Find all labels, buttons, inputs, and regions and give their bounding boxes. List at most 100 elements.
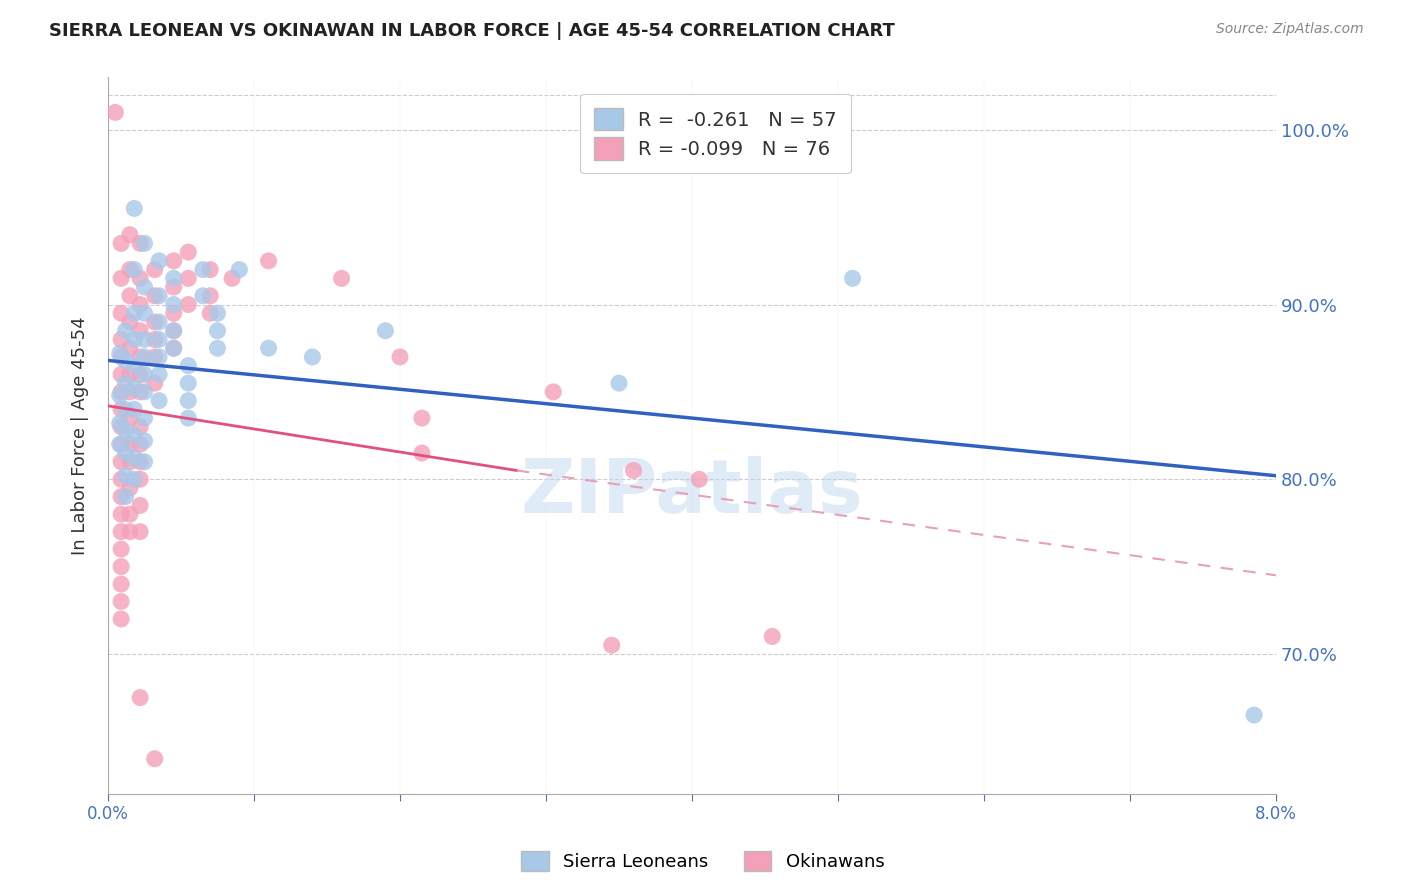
Point — [607, 376, 630, 391]
Point — [114, 353, 136, 368]
Point — [163, 297, 186, 311]
Point — [118, 481, 141, 495]
Point — [110, 368, 132, 382]
Point — [191, 289, 214, 303]
Point — [191, 262, 214, 277]
Point — [177, 271, 200, 285]
Point — [134, 306, 156, 320]
Point — [163, 253, 186, 268]
Point — [207, 306, 229, 320]
Point — [163, 341, 186, 355]
Point — [177, 393, 200, 408]
Point — [134, 368, 156, 382]
Point — [110, 577, 132, 591]
Point — [110, 402, 132, 417]
Point — [110, 559, 132, 574]
Point — [207, 324, 229, 338]
Point — [177, 245, 200, 260]
Point — [143, 262, 166, 277]
Point — [122, 306, 145, 320]
Point — [110, 420, 132, 434]
Point — [543, 384, 565, 399]
Point — [129, 499, 152, 513]
Point — [122, 472, 145, 486]
Point — [118, 437, 141, 451]
Point — [228, 262, 250, 277]
Point — [110, 507, 132, 521]
Point — [143, 333, 166, 347]
Point — [122, 333, 145, 347]
Point — [110, 271, 132, 285]
Point — [163, 324, 186, 338]
Point — [122, 262, 145, 277]
Point — [257, 341, 280, 355]
Point — [114, 446, 136, 460]
Y-axis label: In Labor Force | Age 45-54: In Labor Force | Age 45-54 — [72, 317, 89, 555]
Point — [301, 350, 323, 364]
Point — [257, 253, 280, 268]
Point — [330, 271, 353, 285]
Point — [118, 384, 141, 399]
Point — [118, 341, 141, 355]
Point — [114, 468, 136, 483]
Point — [129, 297, 152, 311]
Point — [134, 384, 156, 399]
Point — [110, 594, 132, 608]
Point — [163, 271, 186, 285]
Point — [104, 105, 127, 120]
Point — [118, 289, 141, 303]
Point — [122, 381, 145, 395]
Point — [177, 359, 200, 373]
Point — [129, 350, 152, 364]
Text: ZIPatlas: ZIPatlas — [520, 457, 863, 529]
Point — [129, 472, 152, 486]
Point — [134, 280, 156, 294]
Point — [110, 333, 132, 347]
Point — [129, 437, 152, 451]
Point — [163, 306, 186, 320]
Point — [163, 280, 186, 294]
Point — [110, 612, 132, 626]
Point — [118, 507, 141, 521]
Point — [110, 437, 132, 451]
Point — [148, 350, 170, 364]
Point — [841, 271, 863, 285]
Point — [207, 341, 229, 355]
Point — [143, 315, 166, 329]
Point — [163, 341, 186, 355]
Point — [129, 324, 152, 338]
Point — [177, 297, 200, 311]
Point — [108, 388, 131, 402]
Text: Source: ZipAtlas.com: Source: ZipAtlas.com — [1216, 22, 1364, 37]
Point — [411, 446, 433, 460]
Point — [122, 451, 145, 466]
Point — [134, 455, 156, 469]
Point — [388, 350, 411, 364]
Point — [122, 402, 145, 417]
Point — [114, 423, 136, 437]
Point — [118, 227, 141, 242]
Point — [110, 236, 132, 251]
Point — [122, 202, 145, 216]
Point — [134, 434, 156, 448]
Point — [129, 420, 152, 434]
Point — [221, 271, 243, 285]
Point — [134, 411, 156, 425]
Point — [108, 346, 131, 360]
Point — [118, 411, 141, 425]
Point — [761, 630, 783, 644]
Point — [198, 289, 221, 303]
Point — [110, 490, 132, 504]
Text: SIERRA LEONEAN VS OKINAWAN IN LABOR FORCE | AGE 45-54 CORRELATION CHART: SIERRA LEONEAN VS OKINAWAN IN LABOR FORC… — [49, 22, 896, 40]
Point — [110, 306, 132, 320]
Point — [143, 752, 166, 766]
Point — [623, 463, 645, 477]
Point — [177, 411, 200, 425]
Point — [1243, 708, 1265, 723]
Point — [114, 402, 136, 417]
Point — [110, 455, 132, 469]
Point — [148, 368, 170, 382]
Point — [129, 690, 152, 705]
Point — [114, 376, 136, 391]
Point — [134, 333, 156, 347]
